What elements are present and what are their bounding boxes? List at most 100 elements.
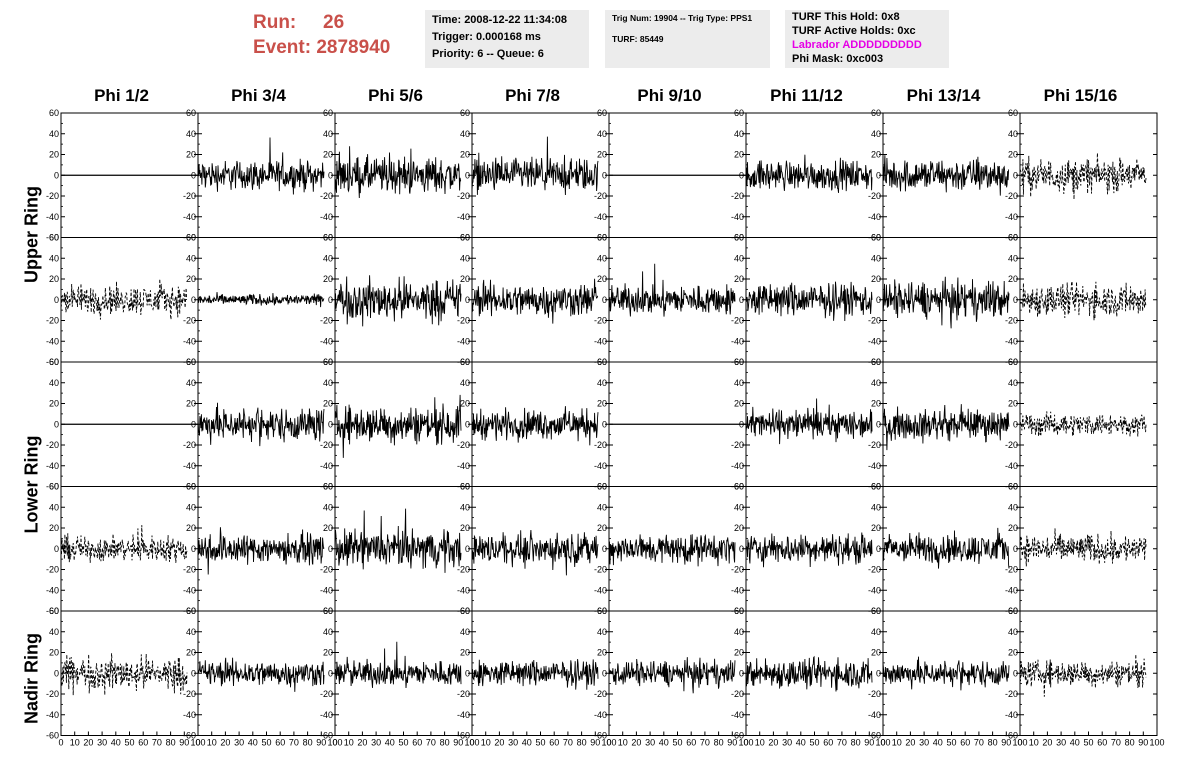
y-tick-label: -20 <box>731 440 744 450</box>
y-tick-label: -20 <box>320 565 333 575</box>
waveform-r0-c1 <box>197 137 325 195</box>
x-tick-label: 20 <box>631 738 641 748</box>
y-tick-label: 0 <box>1013 170 1018 180</box>
y-tick-label: -20 <box>46 440 59 450</box>
x-tick-label: 70 <box>700 738 710 748</box>
x-tick-label: 20 <box>220 738 230 748</box>
y-tick-label: -40 <box>183 212 196 222</box>
phi-mask-text: Phi Mask: 0xc003 <box>792 53 884 65</box>
x-tick-label: 40 <box>248 738 258 748</box>
waveform-r1-c2 <box>334 275 462 327</box>
y-tick-label: 60 <box>186 357 196 367</box>
y-tick-label: -40 <box>1005 710 1018 720</box>
waveform-r1-c7 <box>1019 279 1147 321</box>
y-tick-label: 20 <box>49 274 59 284</box>
y-tick-label: -20 <box>183 565 196 575</box>
waveform-r3-c1 <box>197 527 325 575</box>
y-tick-label: 40 <box>49 627 59 637</box>
turf-text: TURF: 85449 <box>612 34 664 44</box>
y-tick-label: 40 <box>186 627 196 637</box>
y-tick-label: 0 <box>1013 295 1018 305</box>
y-tick-label: 0 <box>465 668 470 678</box>
waveform-r4-c4 <box>608 657 736 694</box>
y-tick-label: 0 <box>739 170 744 180</box>
y-tick-label: 20 <box>597 399 607 409</box>
y-tick-label: 20 <box>49 399 59 409</box>
y-tick-label: -20 <box>46 191 59 201</box>
y-tick-label: -60 <box>46 482 59 492</box>
y-tick-label: -20 <box>457 440 470 450</box>
x-tick-label: 10 <box>892 738 902 748</box>
y-tick-label: 20 <box>323 150 333 160</box>
waveform-r1-c4 <box>608 263 736 317</box>
x-tick-label: 40 <box>933 738 943 748</box>
x-tick-label: 70 <box>1111 738 1121 748</box>
x-tick-label: 20 <box>494 738 504 748</box>
y-tick-label: 20 <box>871 523 881 533</box>
x-tick-label: 100 <box>738 738 753 748</box>
x-tick-label: 100 <box>1012 738 1027 748</box>
y-tick-label: 40 <box>871 378 881 388</box>
y-tick-label: 20 <box>49 648 59 658</box>
y-tick-label: 0 <box>1013 668 1018 678</box>
y-tick-label: -20 <box>320 191 333 201</box>
y-tick-label: 20 <box>460 399 470 409</box>
run-event-box: Run: 26 Event: 2878940 <box>253 10 390 60</box>
y-tick-label: -60 <box>594 731 607 741</box>
y-tick-label: -40 <box>183 336 196 346</box>
waveform-r4-c0 <box>60 653 188 696</box>
x-tick-label: 30 <box>1056 738 1066 748</box>
x-tick-label: 30 <box>645 738 655 748</box>
waveform-r1-c1 <box>197 292 325 308</box>
x-tick-label: 30 <box>371 738 381 748</box>
y-tick-label: -40 <box>731 336 744 346</box>
y-tick-label: -20 <box>731 565 744 575</box>
y-tick-label: -20 <box>868 689 881 699</box>
y-tick-label: 40 <box>1008 378 1018 388</box>
y-tick-label: 0 <box>465 295 470 305</box>
column-header-phi-11-12: Phi 11/12 <box>770 86 843 105</box>
y-tick-label: 20 <box>323 648 333 658</box>
x-tick-label: 10 <box>344 738 354 748</box>
x-tick-label: 80 <box>303 738 313 748</box>
waveform-r3-c3 <box>471 529 599 576</box>
y-tick-label: 40 <box>323 502 333 512</box>
y-tick-label: 60 <box>49 108 59 118</box>
time-text: Time: 2008-12-22 11:34:08 <box>432 14 567 26</box>
y-tick-label: -40 <box>731 212 744 222</box>
waveform-r0-c5 <box>745 154 873 193</box>
x-tick-label: 70 <box>152 738 162 748</box>
panel-frame-r3-c0 <box>60 486 199 612</box>
x-tick-label: 30 <box>782 738 792 748</box>
y-tick-label: 0 <box>1013 419 1018 429</box>
y-tick-label: 60 <box>49 357 59 367</box>
x-tick-label: 0 <box>332 738 337 748</box>
y-tick-label: -20 <box>457 565 470 575</box>
run-value: 26 <box>323 12 345 33</box>
y-tick-label: 60 <box>460 108 470 118</box>
y-tick-label: -20 <box>868 565 881 575</box>
y-tick-label: 20 <box>186 648 196 658</box>
y-tick-label: -20 <box>320 689 333 699</box>
waveform-r2-c7 <box>1019 411 1147 437</box>
x-tick-label: 100 <box>464 738 479 748</box>
x-tick-label: 60 <box>823 738 833 748</box>
y-tick-label: -40 <box>46 710 59 720</box>
y-tick-label: -40 <box>46 461 59 471</box>
x-tick-label: 0 <box>195 738 200 748</box>
y-tick-label: 0 <box>876 170 881 180</box>
y-tick-label: 60 <box>1008 357 1018 367</box>
trig-num-text: Trig Num: 19904 -- Trig Type: PPS1 <box>612 13 753 23</box>
y-tick-label: 20 <box>871 399 881 409</box>
y-tick-label: -60 <box>46 357 59 367</box>
x-tick-label: 0 <box>1017 738 1022 748</box>
y-tick-label: -40 <box>594 710 607 720</box>
y-tick-label: -40 <box>868 710 881 720</box>
y-tick-label: 0 <box>54 544 59 554</box>
y-tick-label: 0 <box>54 419 59 429</box>
y-tick-label: 60 <box>734 357 744 367</box>
y-tick-label: 20 <box>186 274 196 284</box>
y-tick-label: -60 <box>1005 731 1018 741</box>
x-tick-label: 90 <box>453 738 463 748</box>
y-tick-label: 40 <box>597 129 607 139</box>
